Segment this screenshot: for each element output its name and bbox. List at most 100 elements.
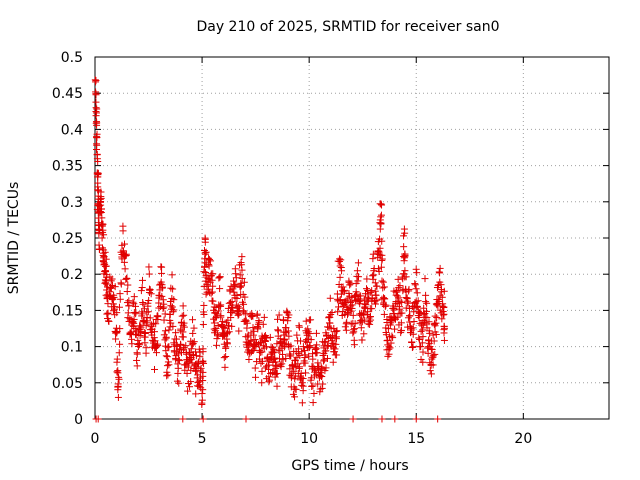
data-point <box>192 352 200 360</box>
data-point <box>429 361 437 369</box>
data-point <box>236 304 244 312</box>
data-point <box>179 333 187 341</box>
data-point <box>417 327 425 335</box>
data-point <box>146 314 154 322</box>
data-point <box>173 335 181 343</box>
data-point <box>94 173 102 181</box>
data-point <box>110 293 118 301</box>
data-point <box>385 350 393 358</box>
data-point <box>384 325 392 333</box>
data-point <box>217 302 225 310</box>
data-point <box>252 373 260 381</box>
data-point <box>124 309 132 317</box>
data-point <box>159 305 167 313</box>
data-point <box>126 329 134 337</box>
data-point <box>309 355 317 363</box>
data-point <box>212 314 220 322</box>
data-point <box>379 278 387 286</box>
data-point <box>376 244 384 252</box>
data-point <box>104 309 112 317</box>
data-point <box>336 273 344 281</box>
y-tick-label: 0.45 <box>52 86 83 102</box>
data-point <box>224 329 232 337</box>
data-point <box>377 263 385 271</box>
data-point <box>180 323 188 331</box>
x-tick-label: 0 <box>91 431 100 447</box>
data-point <box>366 313 374 321</box>
data-point <box>240 308 248 316</box>
data-point <box>363 285 371 293</box>
data-point <box>287 342 295 350</box>
data-point <box>128 340 136 348</box>
data-point <box>412 415 420 423</box>
data-point <box>134 336 142 344</box>
data-point <box>94 179 102 187</box>
data-point <box>249 331 257 339</box>
data-point <box>168 271 176 279</box>
data-point <box>112 335 120 343</box>
data-point <box>353 267 361 275</box>
data-point <box>430 320 438 328</box>
data-point <box>378 415 386 423</box>
data-point <box>420 317 428 325</box>
data-point <box>249 312 257 320</box>
data-point <box>278 360 286 368</box>
y-tick-label: 0.3 <box>61 195 83 211</box>
y-tick-label: 0 <box>74 412 83 428</box>
data-point <box>398 309 406 317</box>
data-point <box>385 343 393 351</box>
data-point <box>378 201 386 209</box>
data-point <box>160 300 168 308</box>
data-point <box>206 256 214 264</box>
data-point <box>276 361 284 369</box>
data-point <box>137 323 145 331</box>
data-point <box>219 318 227 326</box>
data-point <box>217 313 225 321</box>
x-tick-label: 5 <box>198 431 207 447</box>
data-point <box>294 360 302 368</box>
data-point <box>301 347 309 355</box>
data-point <box>306 342 314 350</box>
data-point <box>419 348 427 356</box>
data-point <box>401 229 409 237</box>
data-point <box>232 281 240 289</box>
data-point <box>139 276 147 284</box>
data-point <box>352 288 360 296</box>
data-point <box>165 343 173 351</box>
data-point <box>396 297 404 305</box>
data-point <box>339 283 347 291</box>
data-point <box>154 342 162 350</box>
data-point <box>136 341 144 349</box>
data-point <box>299 375 307 383</box>
data-point <box>228 298 236 306</box>
data-point <box>213 341 221 349</box>
data-point <box>121 240 129 248</box>
data-point <box>167 284 175 292</box>
data-point <box>309 399 317 407</box>
data-point <box>394 292 402 300</box>
data-point <box>98 205 106 213</box>
data-point <box>172 329 180 337</box>
data-point <box>381 295 389 303</box>
data-point <box>440 287 448 295</box>
data-point <box>102 262 110 270</box>
data-point <box>130 315 138 323</box>
data-point <box>168 303 176 311</box>
data-point <box>398 298 406 306</box>
data-point <box>210 319 218 327</box>
data-point <box>122 250 130 258</box>
data-point <box>113 368 121 376</box>
data-point <box>200 310 208 318</box>
data-point <box>106 288 114 296</box>
data-point <box>202 248 210 256</box>
data-point <box>186 349 194 357</box>
data-point <box>99 226 107 234</box>
data-point <box>274 326 282 334</box>
data-point <box>145 263 153 271</box>
data-point <box>336 262 344 270</box>
data-point <box>370 271 378 279</box>
data-point <box>192 390 200 398</box>
data-point <box>314 359 322 367</box>
data-point <box>198 399 206 407</box>
data-point <box>360 316 368 324</box>
